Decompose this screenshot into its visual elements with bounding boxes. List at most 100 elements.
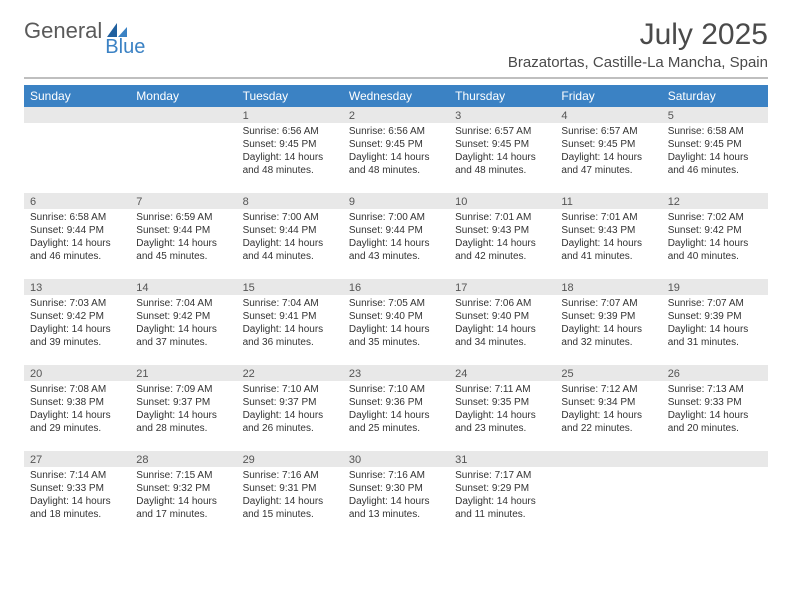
daylight-line: Daylight: 14 hours and 46 minutes. bbox=[668, 151, 762, 177]
daylight-line: Daylight: 14 hours and 36 minutes. bbox=[243, 323, 337, 349]
day-details: Sunrise: 7:03 AMSunset: 9:42 PMDaylight:… bbox=[24, 295, 130, 351]
weekday-tuesday: Tuesday bbox=[237, 85, 343, 107]
day-details: Sunrise: 7:14 AMSunset: 9:33 PMDaylight:… bbox=[24, 467, 130, 523]
day-details: Sunrise: 6:58 AMSunset: 9:44 PMDaylight:… bbox=[24, 209, 130, 265]
day-details: Sunrise: 6:57 AMSunset: 9:45 PMDaylight:… bbox=[449, 123, 555, 179]
calendar-table: Sunday Monday Tuesday Wednesday Thursday… bbox=[24, 85, 768, 537]
day-details: Sunrise: 7:01 AMSunset: 9:43 PMDaylight:… bbox=[449, 209, 555, 265]
calendar-cell: 25Sunrise: 7:12 AMSunset: 9:34 PMDayligh… bbox=[555, 365, 661, 451]
day-number: 12 bbox=[662, 193, 768, 209]
sunrise-line: Sunrise: 7:16 AM bbox=[349, 469, 443, 482]
day-details: Sunrise: 7:01 AMSunset: 9:43 PMDaylight:… bbox=[555, 209, 661, 265]
calendar-body: 1Sunrise: 6:56 AMSunset: 9:45 PMDaylight… bbox=[24, 107, 768, 537]
sunset-line: Sunset: 9:41 PM bbox=[243, 310, 337, 323]
daylight-line: Daylight: 14 hours and 11 minutes. bbox=[455, 495, 549, 521]
sunset-line: Sunset: 9:44 PM bbox=[243, 224, 337, 237]
day-details: Sunrise: 7:16 AMSunset: 9:31 PMDaylight:… bbox=[237, 467, 343, 523]
calendar-cell: 7Sunrise: 6:59 AMSunset: 9:44 PMDaylight… bbox=[130, 193, 236, 279]
day-details: Sunrise: 7:12 AMSunset: 9:34 PMDaylight:… bbox=[555, 381, 661, 437]
sunrise-line: Sunrise: 6:56 AM bbox=[349, 125, 443, 138]
day-details: Sunrise: 6:59 AMSunset: 9:44 PMDaylight:… bbox=[130, 209, 236, 265]
calendar-cell: 1Sunrise: 6:56 AMSunset: 9:45 PMDaylight… bbox=[237, 107, 343, 193]
day-number: 6 bbox=[24, 193, 130, 209]
day-details: Sunrise: 7:09 AMSunset: 9:37 PMDaylight:… bbox=[130, 381, 236, 437]
sunrise-line: Sunrise: 7:05 AM bbox=[349, 297, 443, 310]
day-details: Sunrise: 7:11 AMSunset: 9:35 PMDaylight:… bbox=[449, 381, 555, 437]
sunrise-line: Sunrise: 7:06 AM bbox=[455, 297, 549, 310]
sunset-line: Sunset: 9:39 PM bbox=[561, 310, 655, 323]
day-number: 3 bbox=[449, 107, 555, 123]
day-number: 7 bbox=[130, 193, 236, 209]
sunset-line: Sunset: 9:44 PM bbox=[30, 224, 124, 237]
sunset-line: Sunset: 9:37 PM bbox=[136, 396, 230, 409]
calendar-cell: 30 Sunrise: 7:16 AMSunset: 9:30 PMDayligh… bbox=[343, 451, 449, 537]
calendar-row: 13Sunrise: 7:03 AMSunset: 9:42 PMDayligh… bbox=[24, 279, 768, 365]
calendar-cell: 22Sunrise: 7:10 AMSunset: 9:37 PMDayligh… bbox=[237, 365, 343, 451]
sunset-line: Sunset: 9:45 PM bbox=[349, 138, 443, 151]
sunrise-line: Sunrise: 7:00 AM bbox=[243, 211, 337, 224]
sunrise-line: Sunrise: 7:00 AM bbox=[349, 211, 443, 224]
day-number: 2 bbox=[343, 107, 449, 123]
day-number bbox=[130, 107, 236, 123]
day-details: Sunrise: 7:15 AMSunset: 9:32 PMDaylight:… bbox=[130, 467, 236, 523]
logo: General Blue bbox=[24, 18, 171, 44]
day-number: 23 bbox=[343, 365, 449, 381]
sunrise-line: Sunrise: 7:16 AM bbox=[243, 469, 337, 482]
calendar-cell: 19Sunrise: 7:07 AMSunset: 9:39 PMDayligh… bbox=[662, 279, 768, 365]
calendar-cell: 24Sunrise: 7:11 AMSunset: 9:35 PMDayligh… bbox=[449, 365, 555, 451]
day-details: Sunrise: 7:17 AMSunset: 9:29 PMDaylight:… bbox=[449, 467, 555, 523]
calendar-row: 27Sunrise: 7:14 AMSunset: 9:33 PMDayligh… bbox=[24, 451, 768, 537]
daylight-line: Daylight: 14 hours and 13 minutes. bbox=[349, 495, 443, 521]
sunrise-line: Sunrise: 7:04 AM bbox=[136, 297, 230, 310]
day-number: 14 bbox=[130, 279, 236, 295]
sunset-line: Sunset: 9:42 PM bbox=[136, 310, 230, 323]
day-number: 13 bbox=[24, 279, 130, 295]
daylight-line: Daylight: 14 hours and 17 minutes. bbox=[136, 495, 230, 521]
sunrise-line: Sunrise: 7:04 AM bbox=[243, 297, 337, 310]
sunset-line: Sunset: 9:40 PM bbox=[349, 310, 443, 323]
day-number: 26 bbox=[662, 365, 768, 381]
day-number: 15 bbox=[237, 279, 343, 295]
calendar-row: 1Sunrise: 6:56 AMSunset: 9:45 PMDaylight… bbox=[24, 107, 768, 193]
sunrise-line: Sunrise: 6:58 AM bbox=[668, 125, 762, 138]
sunrise-line: Sunrise: 6:59 AM bbox=[136, 211, 230, 224]
daylight-line: Daylight: 14 hours and 40 minutes. bbox=[668, 237, 762, 263]
day-number: 29 bbox=[237, 451, 343, 467]
sunrise-line: Sunrise: 7:03 AM bbox=[30, 297, 124, 310]
calendar-cell: 16Sunrise: 7:05 AMSunset: 9:40 PMDayligh… bbox=[343, 279, 449, 365]
calendar-cell: 2Sunrise: 6:56 AMSunset: 9:45 PMDaylight… bbox=[343, 107, 449, 193]
day-details bbox=[24, 123, 130, 127]
sunrise-line: Sunrise: 6:57 AM bbox=[561, 125, 655, 138]
sunrise-line: Sunrise: 7:12 AM bbox=[561, 383, 655, 396]
sunset-line: Sunset: 9:33 PM bbox=[668, 396, 762, 409]
calendar-cell: 3Sunrise: 6:57 AMSunset: 9:45 PMDaylight… bbox=[449, 107, 555, 193]
calendar-cell: 9Sunrise: 7:00 AMSunset: 9:44 PMDaylight… bbox=[343, 193, 449, 279]
day-details: Sunrise: 7:04 AMSunset: 9:41 PMDaylight:… bbox=[237, 295, 343, 351]
sunrise-line: Sunrise: 7:10 AM bbox=[243, 383, 337, 396]
day-details: Sunrise: 6:57 AMSunset: 9:45 PMDaylight:… bbox=[555, 123, 661, 179]
day-number: 31 bbox=[449, 451, 555, 467]
sunset-line: Sunset: 9:30 PM bbox=[349, 482, 443, 495]
sunset-line: Sunset: 9:40 PM bbox=[455, 310, 549, 323]
day-number: 5 bbox=[662, 107, 768, 123]
calendar-cell: 13Sunrise: 7:03 AMSunset: 9:42 PMDayligh… bbox=[24, 279, 130, 365]
sunset-line: Sunset: 9:43 PM bbox=[455, 224, 549, 237]
daylight-line: Daylight: 14 hours and 26 minutes. bbox=[243, 409, 337, 435]
calendar-cell: 5 Sunrise: 6:58 AMSunset: 9:45 PMDaylight… bbox=[662, 107, 768, 193]
day-details bbox=[130, 123, 236, 127]
calendar-cell: 4Sunrise: 6:57 AMSunset: 9:45 PMDaylight… bbox=[555, 107, 661, 193]
calendar-cell: 26Sunrise: 7:13 AMSunset: 9:33 PMDayligh… bbox=[662, 365, 768, 451]
sunset-line: Sunset: 9:45 PM bbox=[243, 138, 337, 151]
day-number: 22 bbox=[237, 365, 343, 381]
sunset-line: Sunset: 9:34 PM bbox=[561, 396, 655, 409]
day-number bbox=[24, 107, 130, 123]
day-number: 30 bbox=[343, 451, 449, 467]
sunset-line: Sunset: 9:45 PM bbox=[668, 138, 762, 151]
daylight-line: Daylight: 14 hours and 25 minutes. bbox=[349, 409, 443, 435]
location-text: Brazatortas, Castille-La Mancha, Spain bbox=[508, 54, 768, 71]
daylight-line: Daylight: 14 hours and 42 minutes. bbox=[455, 237, 549, 263]
day-number: 8 bbox=[237, 193, 343, 209]
calendar-cell: 20Sunrise: 7:08 AMSunset: 9:38 PMDayligh… bbox=[24, 365, 130, 451]
daylight-line: Daylight: 14 hours and 41 minutes. bbox=[561, 237, 655, 263]
sunset-line: Sunset: 9:43 PM bbox=[561, 224, 655, 237]
